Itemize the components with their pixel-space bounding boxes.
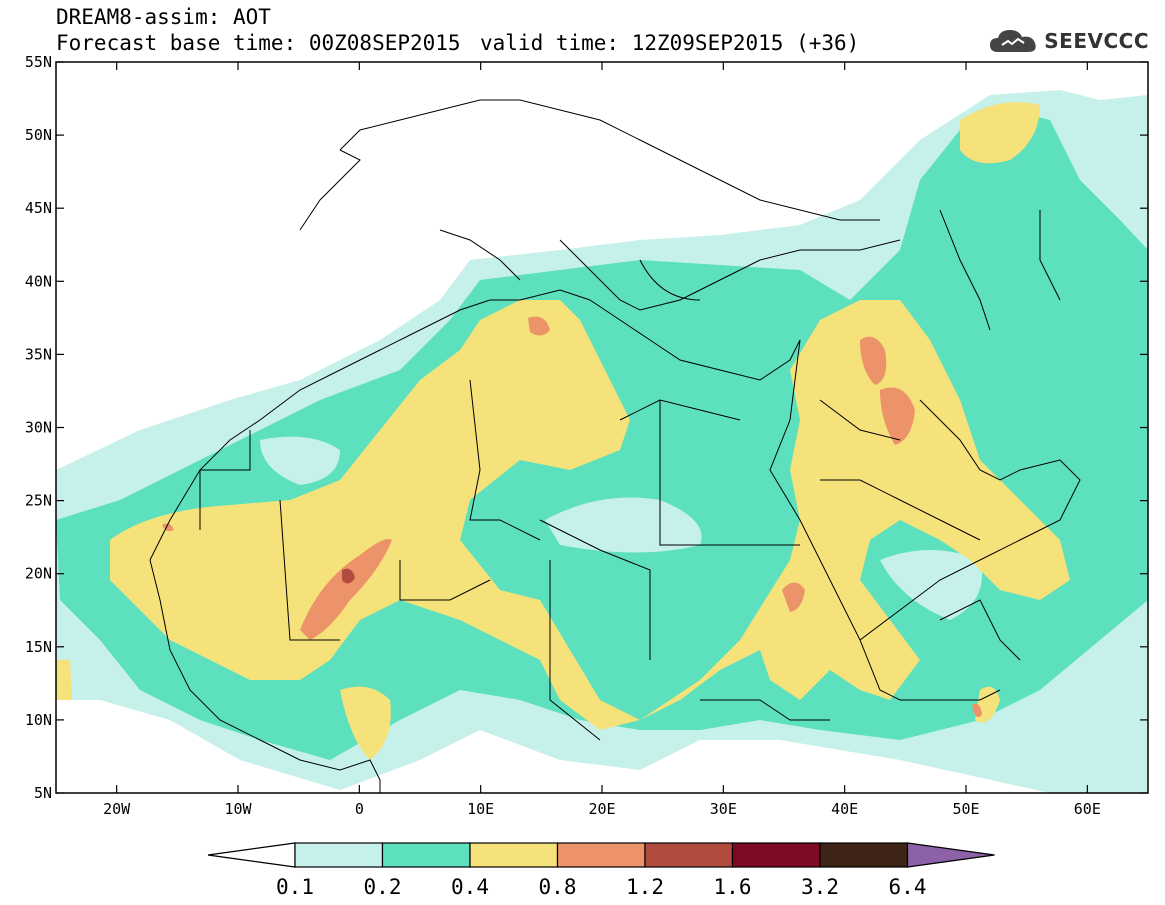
lon-tick-label: 10W <box>224 800 252 818</box>
lat-tick-label: 10N <box>25 711 52 729</box>
lon-tick-label: 10E <box>467 800 494 818</box>
colorbar-level-label: 0.8 <box>539 875 577 899</box>
colorbar-box <box>556 842 646 868</box>
coastlines-borders <box>149 99 1081 793</box>
colorbar-level-label: 0.1 <box>276 875 314 899</box>
lat-tick-label: 5N <box>34 784 52 802</box>
latitude-axis: 5N 10N 15N 20N 25N 30N 35N 40N 45N 50N 55N <box>25 53 1148 802</box>
lon-tick-label: 20E <box>588 800 615 818</box>
colorbar-level-label: 1.2 <box>626 875 664 899</box>
lat-tick-label: 55N <box>25 53 52 71</box>
colorbar-level-label: 6.4 <box>889 875 927 899</box>
lon-tick-label: 20W <box>103 800 131 818</box>
lat-tick-label: 45N <box>25 199 52 217</box>
longitude-axis: 20W 10W 0 10E 20E 30E 40E 50E 60E <box>103 62 1101 818</box>
cloud-icon <box>990 30 1036 52</box>
forecast-base-time: Forecast base time: 00Z08SEP2015 <box>56 31 461 55</box>
valid-time: valid time: 12Z09SEP2015 (+36) <box>480 31 860 55</box>
lon-tick-label: 40E <box>831 800 858 818</box>
colorbar-box <box>294 842 384 868</box>
aot-field <box>56 62 1148 793</box>
colorbar-box <box>469 842 559 868</box>
logo-text: SEEVCCC <box>1044 29 1149 53</box>
colorbar-under-arrow <box>207 842 296 868</box>
lat-tick-label: 40N <box>25 272 52 290</box>
lat-tick-label: 25N <box>25 492 52 510</box>
colorbar-box <box>819 842 909 868</box>
colorbar-level-label: 1.6 <box>714 875 752 899</box>
lon-tick-label: 50E <box>952 800 979 818</box>
seevccc-logo: SEEVCCC <box>988 26 1149 56</box>
colorbar-box <box>644 842 734 868</box>
lat-tick-label: 20N <box>25 565 52 583</box>
colorbar-box <box>381 842 471 868</box>
lat-tick-label: 30N <box>25 419 52 437</box>
lon-tick-label: 30E <box>710 800 737 818</box>
chart-title: DREAM8-assim: AOT <box>56 5 271 29</box>
lon-tick-label: 0 <box>355 800 364 818</box>
lat-tick-label: 50N <box>25 126 52 144</box>
colorbar-box <box>731 842 821 868</box>
colorbar-level-label: 0.2 <box>364 875 402 899</box>
lat-tick-label: 15N <box>25 638 52 656</box>
colorbar-level-label: 0.4 <box>451 875 489 899</box>
colorbar-level-label: 3.2 <box>801 875 839 899</box>
lat-tick-label: 35N <box>25 345 52 363</box>
lon-tick-label: 60E <box>1074 800 1101 818</box>
colorbar-over-arrow <box>906 842 995 868</box>
